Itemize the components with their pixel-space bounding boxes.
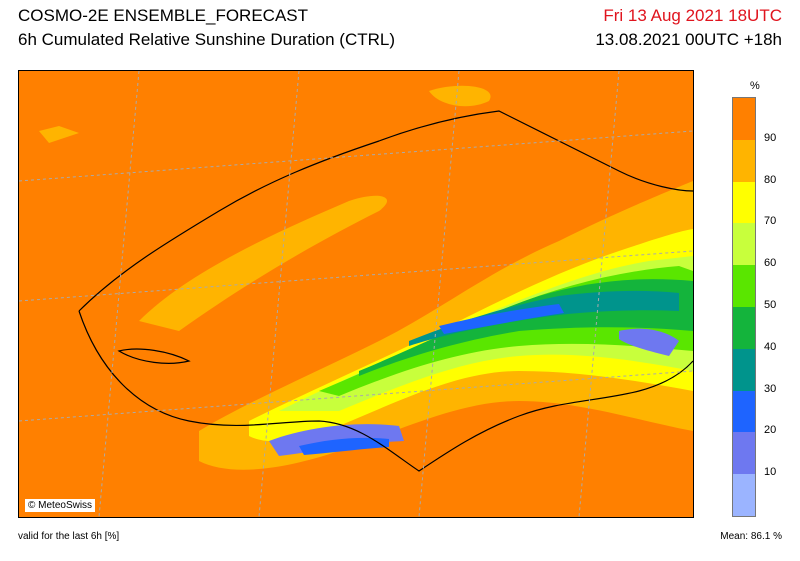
legend-tick-label: 70 (764, 215, 777, 228)
legend-swatch (733, 474, 755, 516)
mean-value: Mean: 86.1 % (720, 531, 782, 542)
forecast-map: © MeteoSwiss (18, 70, 694, 518)
legend-swatch (733, 98, 755, 140)
legend-swatch (733, 390, 755, 433)
legend-tick-label: 50 (764, 299, 777, 311)
legend-tick-label: 20 (764, 424, 777, 437)
map-title: COSMO-2E ENSEMBLE_FORECAST (18, 6, 309, 25)
legend-tick-label: 80 (764, 173, 777, 186)
legend-swatch (733, 139, 755, 182)
legend-tick-label: 10 (764, 466, 777, 479)
legend-tick-label: 40 (764, 340, 777, 353)
grid-lines (19, 71, 693, 517)
legend-swatch (733, 223, 755, 266)
legend-swatch (733, 432, 755, 475)
country-borders (78, 110, 693, 472)
color-legend (732, 97, 756, 517)
legend-swatch (733, 348, 755, 391)
run-info: 13.08.2021 00UTC +18h (595, 30, 782, 49)
legend-swatch (733, 307, 755, 349)
sunshine-field (19, 71, 693, 517)
legend-tick-label: 90 (764, 131, 777, 144)
jura-band (139, 195, 388, 331)
legend-swatch (733, 181, 755, 224)
legend-swatch (733, 265, 755, 307)
map-subtitle: 6h Cumulated Relative Sunshine Duration … (18, 30, 396, 49)
legend-tick-label: 60 (764, 257, 777, 270)
legend-unit: % (750, 80, 760, 92)
validity-note: valid for the last 6h [%] (18, 531, 120, 542)
meteoswiss-credit: © MeteoSwiss (25, 499, 96, 512)
valid-time: Fri 13 Aug 2021 18UTC (603, 6, 782, 25)
legend-tick-label: 30 (764, 382, 777, 395)
